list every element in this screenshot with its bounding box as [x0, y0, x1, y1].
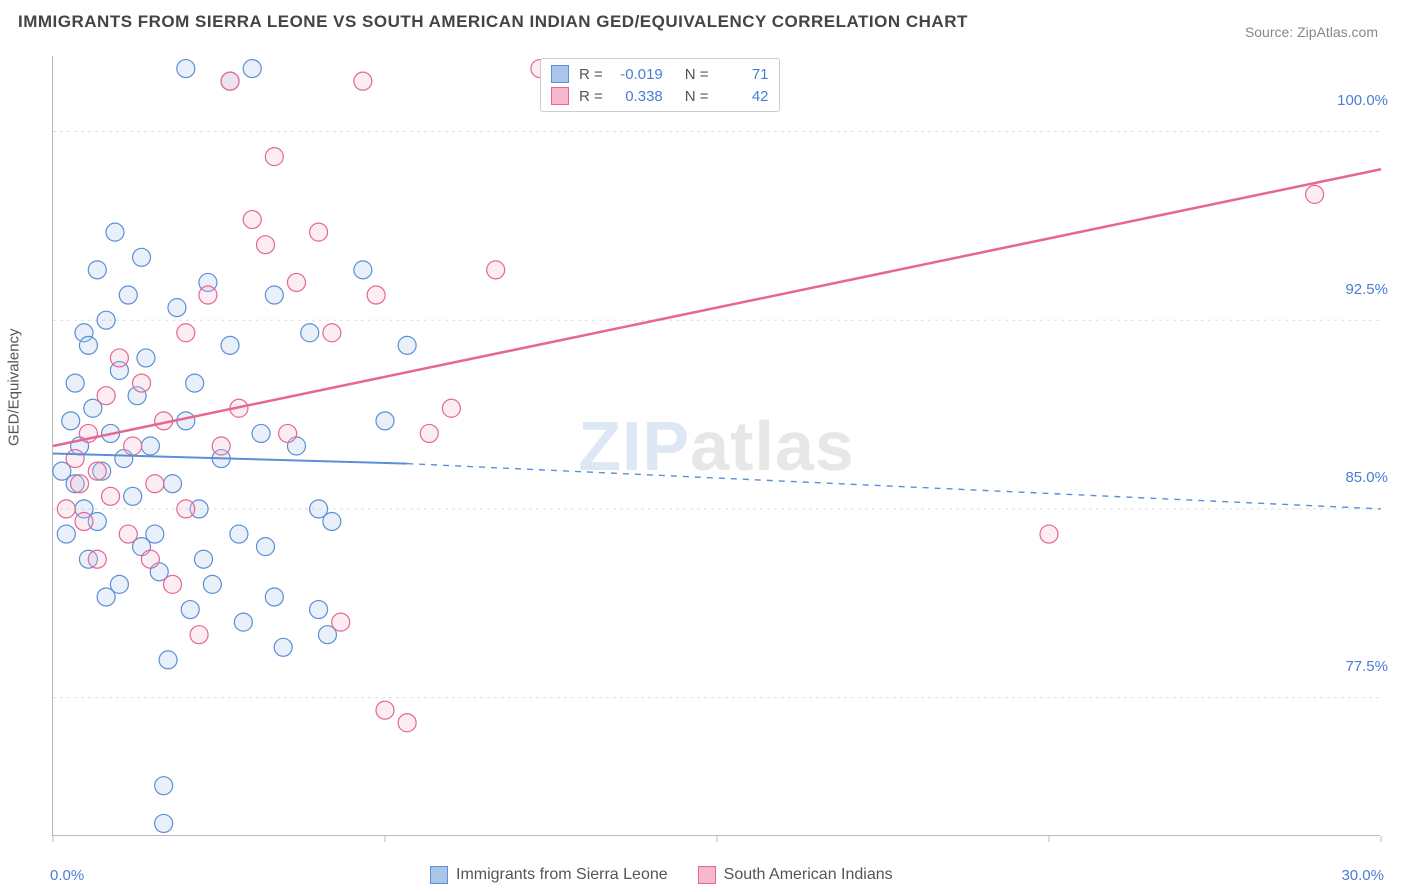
correlation-legend: R = -0.019 N = 71 R = 0.338 N = 42	[540, 58, 780, 112]
legend-r-value: 0.338	[613, 88, 663, 105]
legend-swatch-blue	[551, 65, 569, 83]
legend-label: Immigrants from Sierra Leone	[456, 866, 668, 884]
ytick-label: 85.0%	[1345, 469, 1388, 486]
legend-swatch-pink	[551, 87, 569, 105]
legend-item: South American Indians	[698, 866, 893, 884]
legend-n-label: N =	[685, 66, 709, 83]
legend-row: R = -0.019 N = 71	[551, 63, 769, 85]
chart-svg	[53, 56, 1380, 835]
ytick-label: 100.0%	[1337, 92, 1388, 109]
plot-area: ZIPatlas	[52, 56, 1380, 836]
legend-r-label: R =	[579, 66, 603, 83]
legend-n-label: N =	[685, 88, 709, 105]
legend-r-value: -0.019	[613, 66, 663, 83]
y-axis-label: GED/Equivalency	[6, 328, 23, 446]
xtick-label: 0.0%	[50, 867, 84, 884]
legend-item: Immigrants from Sierra Leone	[430, 866, 668, 884]
legend-swatch-pink	[698, 866, 716, 884]
legend-n-value: 71	[719, 66, 769, 83]
legend-r-label: R =	[579, 88, 603, 105]
xtick-label: 30.0%	[1341, 867, 1384, 884]
chart-title: IMMIGRANTS FROM SIERRA LEONE VS SOUTH AM…	[18, 12, 968, 32]
source-label: Source: ZipAtlas.com	[1245, 24, 1378, 40]
legend-swatch-blue	[430, 866, 448, 884]
legend-n-value: 42	[719, 88, 769, 105]
legend-label: South American Indians	[724, 866, 893, 884]
ytick-label: 77.5%	[1345, 658, 1388, 675]
ytick-label: 92.5%	[1345, 281, 1388, 298]
legend-row: R = 0.338 N = 42	[551, 85, 769, 107]
series-legend: Immigrants from Sierra Leone South Ameri…	[430, 866, 893, 884]
